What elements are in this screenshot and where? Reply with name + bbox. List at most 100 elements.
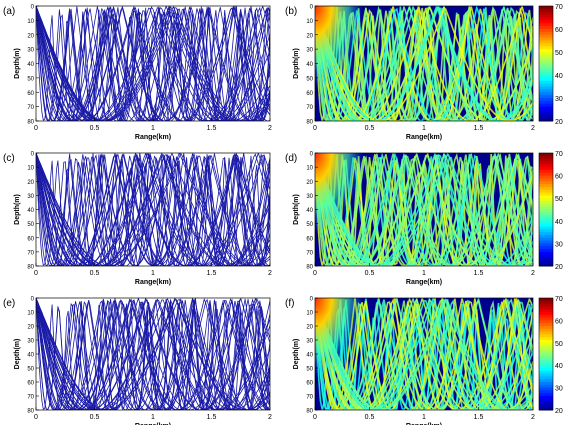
ray [36, 6, 270, 121]
colorbar-segment [539, 60, 553, 64]
y-tick-label: 20 [306, 325, 313, 331]
y-tick-label: 40 [27, 62, 34, 68]
colorbar-segment [539, 178, 553, 182]
colorbar-tick-label: 60 [555, 174, 563, 181]
y-tick-label: 80 [27, 265, 34, 271]
colorbar-segment [539, 31, 553, 36]
x-tick-label: 0 [34, 270, 38, 277]
colorbar-segment [539, 234, 553, 239]
colorbar-segment [539, 57, 553, 62]
colorbar-segment [539, 337, 553, 341]
panel-label: (e) [3, 298, 15, 309]
beam [315, 298, 533, 410]
y-tick-label: 20 [27, 33, 34, 39]
y-tick-label: 10 [306, 166, 313, 172]
y-tick-label: 50 [306, 76, 313, 82]
colorbar-segment [539, 370, 553, 375]
colorbar-segment [539, 69, 553, 73]
colorbar-segment [539, 23, 553, 27]
colorbar-segment [539, 161, 553, 165]
y-tick-label: 40 [306, 353, 313, 359]
colorbar-tick-label: 40 [555, 73, 563, 80]
colorbar-segment [539, 331, 553, 335]
colorbar-segment [539, 186, 553, 191]
y-tick-label: 50 [306, 222, 313, 228]
ray-paths [36, 6, 270, 121]
x-tick-label: 0.5 [365, 125, 375, 132]
colorbar-segment [539, 317, 553, 321]
colorbar-segment [539, 309, 553, 313]
y-tick-label: 60 [27, 381, 34, 387]
colorbar-segment [539, 298, 553, 302]
colorbar-segment [539, 379, 553, 383]
colorbar-segment [539, 198, 553, 202]
x-tick-label: 1 [151, 414, 155, 421]
colorbar-tick-label: 40 [555, 219, 563, 226]
panel-a: 0 0.5 1 1.5 201020304050607080Range(km)Depth… [3, 5, 272, 142]
y-tick-label: 0 [310, 5, 314, 11]
ray [36, 6, 270, 121]
x-tick-label: 1 [422, 414, 426, 421]
intensity-field [315, 298, 533, 410]
beam [315, 153, 533, 266]
x-axis-label: Range(km) [135, 423, 171, 425]
colorbar-segment [539, 66, 553, 70]
source-hotspot [315, 153, 363, 233]
colorbar-segment [539, 164, 553, 168]
colorbar-segment [539, 52, 553, 56]
x-axis-label: Range(km) [406, 279, 442, 286]
colorbar: 20 30 40 50 60 70 [538, 4, 563, 126]
colorbar-segment [539, 49, 553, 53]
y-tick-label: 10 [27, 166, 34, 172]
colorbar-segment [539, 407, 553, 411]
y-tick-label: 30 [27, 194, 34, 200]
colorbar-segment [539, 320, 553, 324]
colorbar-segment [539, 387, 553, 391]
x-tick-label: 0.5 [90, 125, 100, 132]
panel-label: (b) [285, 6, 297, 17]
beam [315, 298, 533, 410]
colorbar-segment [539, 260, 553, 264]
panel-f: 20304050607000.511.5201020304050607080Ra… [285, 296, 563, 425]
beam [315, 6, 533, 121]
y-axis-label: Depth(m) [293, 48, 300, 79]
ray [36, 6, 270, 121]
colorbar-segment [539, 303, 553, 307]
x-tick-label: 0.5 [90, 270, 100, 277]
colorbar-segment [539, 334, 553, 338]
ray [36, 6, 270, 121]
colorbar-segment [539, 312, 553, 316]
colorbar-segment [539, 34, 553, 39]
ray [36, 298, 270, 410]
colorbar-segment [539, 254, 553, 259]
colorbar-segment [539, 384, 553, 389]
colorbar-segment [539, 77, 553, 82]
colorbar-tick-label: 50 [555, 196, 563, 203]
colorbar-segment [539, 398, 553, 403]
ray [36, 6, 270, 121]
x-tick-label: 0 [313, 125, 317, 132]
panel-label: (a) [3, 6, 15, 17]
y-tick-label: 80 [27, 409, 34, 415]
ray [36, 298, 270, 410]
y-tick-label: 20 [306, 33, 313, 39]
colorbar-segment [539, 112, 553, 116]
y-tick-label: 80 [306, 409, 313, 415]
colorbar-segment [539, 153, 553, 157]
colorbar-segment [539, 401, 553, 405]
y-tick-label: 70 [27, 105, 34, 111]
x-tick-label: 0 [313, 270, 317, 277]
colorbar-segment [539, 167, 553, 171]
source-hotspot [315, 298, 363, 377]
colorbar-segment [539, 226, 553, 230]
colorbar-segment [539, 118, 553, 122]
x-tick-label: 2 [531, 125, 535, 132]
colorbar-segment [539, 232, 553, 236]
y-tick-label: 80 [27, 120, 34, 126]
x-tick-label: 2 [268, 270, 272, 277]
colorbar-segment [539, 103, 553, 108]
colorbar-segment [539, 95, 553, 99]
colorbar-segment [539, 326, 553, 330]
